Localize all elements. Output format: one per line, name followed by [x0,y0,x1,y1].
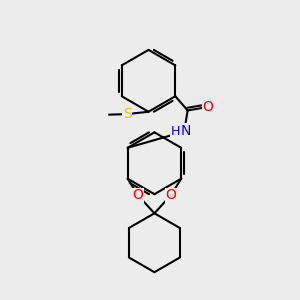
Text: O: O [133,188,143,203]
Text: N: N [180,124,191,138]
Text: H: H [171,124,180,137]
Text: S: S [123,107,132,121]
Text: O: O [202,100,213,115]
Text: O: O [165,188,176,203]
